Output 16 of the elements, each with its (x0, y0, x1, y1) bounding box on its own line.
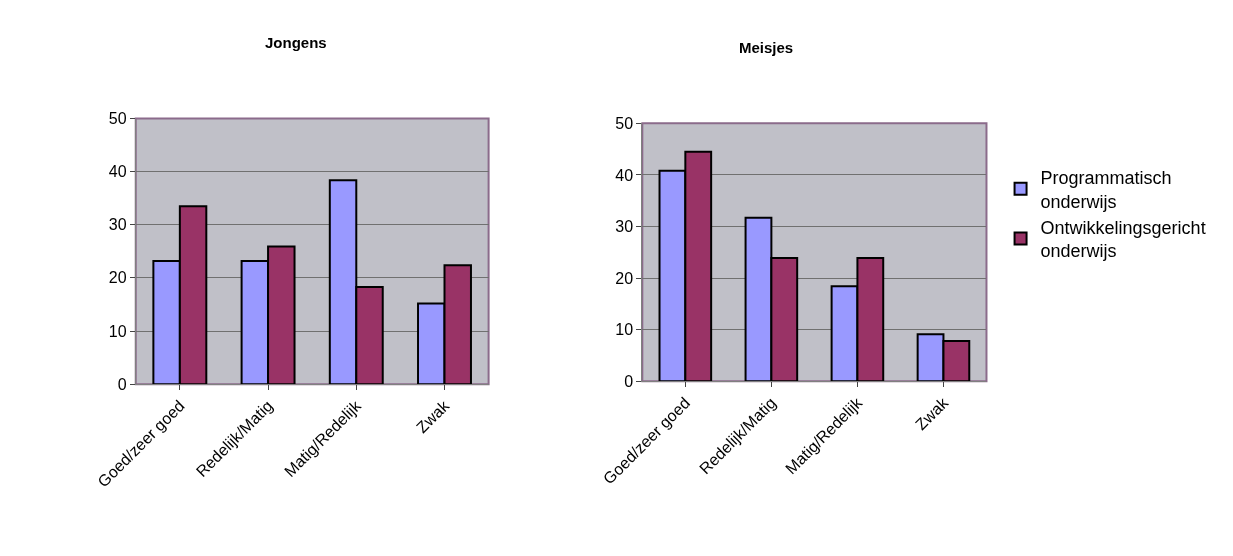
y-tick-label: 40 (615, 166, 634, 184)
y-tick-label: 40 (108, 163, 127, 181)
legend-label: Programmatisch onderwijs (1040, 168, 1172, 212)
y-tick-label: 20 (615, 269, 634, 287)
y-tick-label: 0 (624, 372, 634, 390)
chart-title: Meisjes (739, 39, 794, 56)
y-tick-label: 0 (117, 375, 127, 393)
y-tick-label: 10 (615, 321, 634, 339)
y-tick-label: 30 (615, 218, 634, 236)
legend-label: Ontwikkelingsgericht onderwijs (1040, 217, 1206, 262)
chart-title: Jongens (265, 34, 327, 51)
y-tick-label: 30 (108, 216, 127, 234)
y-tick-label: 10 (108, 322, 127, 340)
y-tick-label: 50 (615, 114, 634, 132)
y-tick-label: 50 (108, 110, 127, 128)
y-tick-label: 20 (108, 269, 127, 287)
